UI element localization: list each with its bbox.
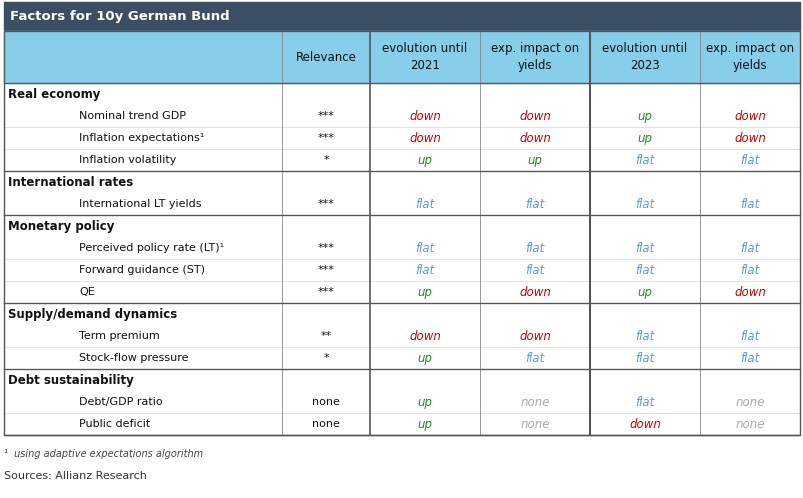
Text: flat: flat (740, 198, 759, 211)
Text: down: down (733, 110, 765, 123)
Text: International rates: International rates (8, 175, 133, 189)
Bar (4, 259, 799, 281)
Text: flat: flat (524, 352, 544, 365)
Text: flat: flat (740, 352, 759, 365)
Text: Monetary policy: Monetary policy (8, 220, 114, 233)
Text: Forward guidance (ST): Forward guidance (ST) (79, 265, 205, 275)
Bar (4, 281, 799, 303)
Text: Real economy: Real economy (8, 88, 100, 101)
Text: Relevance: Relevance (296, 50, 356, 64)
Text: ***: *** (317, 287, 334, 297)
Text: flat: flat (634, 153, 654, 166)
Text: flat: flat (634, 242, 654, 254)
Text: down: down (409, 110, 440, 123)
Bar (4, 193, 799, 215)
Text: up: up (417, 285, 432, 298)
Text: up: up (417, 153, 432, 166)
Text: evolution until
2023: evolution until 2023 (601, 42, 687, 72)
Text: down: down (628, 417, 660, 430)
Text: up: up (417, 352, 432, 365)
Text: down: down (409, 131, 440, 144)
Text: down: down (733, 131, 765, 144)
Text: Term premium: Term premium (79, 331, 160, 341)
Text: exp. impact on
yields: exp. impact on yields (705, 42, 793, 72)
Bar (4, 127, 799, 149)
Text: none: none (520, 395, 549, 408)
Text: QE: QE (79, 287, 95, 297)
Bar (4, 325, 799, 347)
Text: flat: flat (634, 330, 654, 343)
Text: flat: flat (415, 198, 434, 211)
Text: none: none (312, 419, 340, 429)
Text: flat: flat (634, 198, 654, 211)
Text: *: * (323, 155, 328, 165)
Text: none: none (734, 417, 764, 430)
Text: flat: flat (740, 242, 759, 254)
Text: flat: flat (524, 242, 544, 254)
Text: Perceived policy rate (LT)¹: Perceived policy rate (LT)¹ (79, 243, 224, 253)
Text: flat: flat (634, 395, 654, 408)
Text: flat: flat (415, 263, 434, 276)
Bar (4, 237, 799, 259)
Text: flat: flat (524, 198, 544, 211)
Bar (4, 83, 799, 105)
Text: flat: flat (415, 242, 434, 254)
Text: ***: *** (317, 265, 334, 275)
Text: flat: flat (740, 263, 759, 276)
Bar (4, 171, 799, 193)
Bar (4, 149, 799, 171)
Text: flat: flat (634, 352, 654, 365)
Text: Stock-flow pressure: Stock-flow pressure (79, 353, 188, 363)
Bar (4, 31, 799, 83)
Bar (4, 369, 799, 391)
Text: Debt/GDP ratio: Debt/GDP ratio (79, 397, 162, 407)
Text: Factors for 10y German Bund: Factors for 10y German Bund (10, 9, 230, 22)
Text: Inflation expectations¹: Inflation expectations¹ (79, 133, 204, 143)
Text: down: down (519, 285, 550, 298)
Text: ***: *** (317, 111, 334, 121)
Text: ***: *** (317, 243, 334, 253)
Text: Inflation volatility: Inflation volatility (79, 155, 176, 165)
Bar (4, 215, 799, 237)
Text: exp. impact on
yields: exp. impact on yields (491, 42, 578, 72)
Text: up: up (637, 131, 652, 144)
Text: Debt sustainability: Debt sustainability (8, 374, 133, 386)
Text: **: ** (320, 331, 331, 341)
Text: ***: *** (317, 199, 334, 209)
Text: ***: *** (317, 133, 334, 143)
Text: down: down (519, 330, 550, 343)
Text: Supply/demand dynamics: Supply/demand dynamics (8, 307, 177, 321)
Bar (4, 347, 799, 369)
Text: none: none (734, 395, 764, 408)
Text: *: * (323, 353, 328, 363)
Text: up: up (637, 110, 652, 123)
Text: International LT yields: International LT yields (79, 199, 202, 209)
Text: up: up (417, 417, 432, 430)
Text: none: none (312, 397, 340, 407)
Text: Public deficit: Public deficit (79, 419, 150, 429)
Bar (4, 2, 799, 30)
Bar (4, 105, 799, 127)
Text: Sources: Allianz Research: Sources: Allianz Research (4, 471, 147, 481)
Bar (4, 303, 799, 325)
Bar (4, 31, 799, 435)
Text: down: down (519, 131, 550, 144)
Text: flat: flat (740, 153, 759, 166)
Bar (4, 391, 799, 413)
Text: up: up (637, 285, 652, 298)
Text: evolution until
2021: evolution until 2021 (382, 42, 467, 72)
Text: up: up (417, 395, 432, 408)
Text: flat: flat (634, 263, 654, 276)
Text: ¹  using adaptive expectations algorithm: ¹ using adaptive expectations algorithm (4, 449, 203, 459)
Text: Nominal trend GDP: Nominal trend GDP (79, 111, 185, 121)
Text: none: none (520, 417, 549, 430)
Text: up: up (527, 153, 542, 166)
Text: down: down (409, 330, 440, 343)
Text: flat: flat (740, 330, 759, 343)
Bar (4, 413, 799, 435)
Text: down: down (733, 285, 765, 298)
Text: flat: flat (524, 263, 544, 276)
Text: down: down (519, 110, 550, 123)
